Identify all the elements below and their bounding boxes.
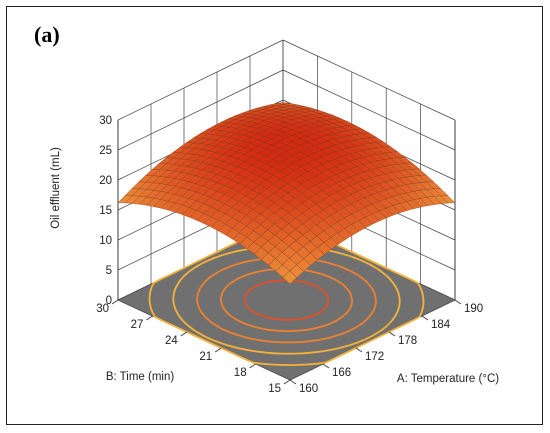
- y-tick-label: 18: [234, 367, 247, 379]
- z-axis-label: Oil effluent (mL): [50, 147, 62, 229]
- z-tick-label: 10: [99, 235, 112, 247]
- axis-ticks: 0 5 10 15 20 25 30 160 166 172 178 184 190 15 18 21 24 27…: [96, 115, 483, 395]
- y-tick-mark: [283, 379, 291, 385]
- x-tick-mark: [355, 347, 363, 353]
- x-tick-label: 184: [431, 319, 451, 331]
- x-tick-mark: [289, 379, 297, 385]
- y-tick-mark: [180, 331, 188, 337]
- x-axis-label: A: Temperature (°C): [397, 373, 499, 385]
- axis-labels: A: Temperature (°C) B: Time (min) Oil effl…: [50, 147, 499, 385]
- y-tick-label: 15: [268, 383, 281, 395]
- wall-gridline: [117, 39, 284, 121]
- x-tick-mark: [388, 331, 396, 337]
- y-tick-label: 27: [131, 319, 144, 331]
- x-tick-label: 190: [464, 303, 483, 315]
- x-tick-label: 166: [332, 367, 351, 379]
- z-tick-label: 15: [99, 205, 112, 217]
- wall-gridline: [117, 69, 284, 151]
- x-tick-mark: [421, 315, 429, 321]
- contour-line: [243, 279, 330, 321]
- y-tick-label: 21: [199, 351, 212, 363]
- z-tick-label: 30: [99, 115, 112, 127]
- panel-label: (a): [34, 22, 60, 47]
- response-surface: [117, 102, 456, 285]
- y-axis-label: B: Time (min): [106, 371, 175, 383]
- y-tick-label: 24: [165, 335, 178, 347]
- x-tick-mark: [454, 299, 462, 305]
- z-tick-label: 5: [106, 265, 112, 277]
- x-tick-label: 172: [365, 351, 384, 363]
- y-tick-mark: [146, 315, 153, 321]
- z-tick-label: 25: [99, 145, 112, 157]
- x-tick-label: 160: [299, 383, 318, 395]
- x-tick-label: 178: [398, 335, 417, 347]
- z-tick-label: 20: [99, 175, 112, 187]
- surface-facet: [282, 270, 298, 285]
- z-tick-label: 0: [106, 295, 112, 307]
- y-tick-mark: [214, 347, 222, 353]
- y-tick-mark: [111, 299, 119, 305]
- wall-gridline: [282, 39, 456, 121]
- x-tick-mark: [322, 363, 330, 369]
- contour-line: [220, 267, 353, 333]
- y-tick-label: 30: [96, 303, 109, 315]
- wall-gridline: [282, 69, 456, 151]
- y-tick-mark: [249, 363, 256, 369]
